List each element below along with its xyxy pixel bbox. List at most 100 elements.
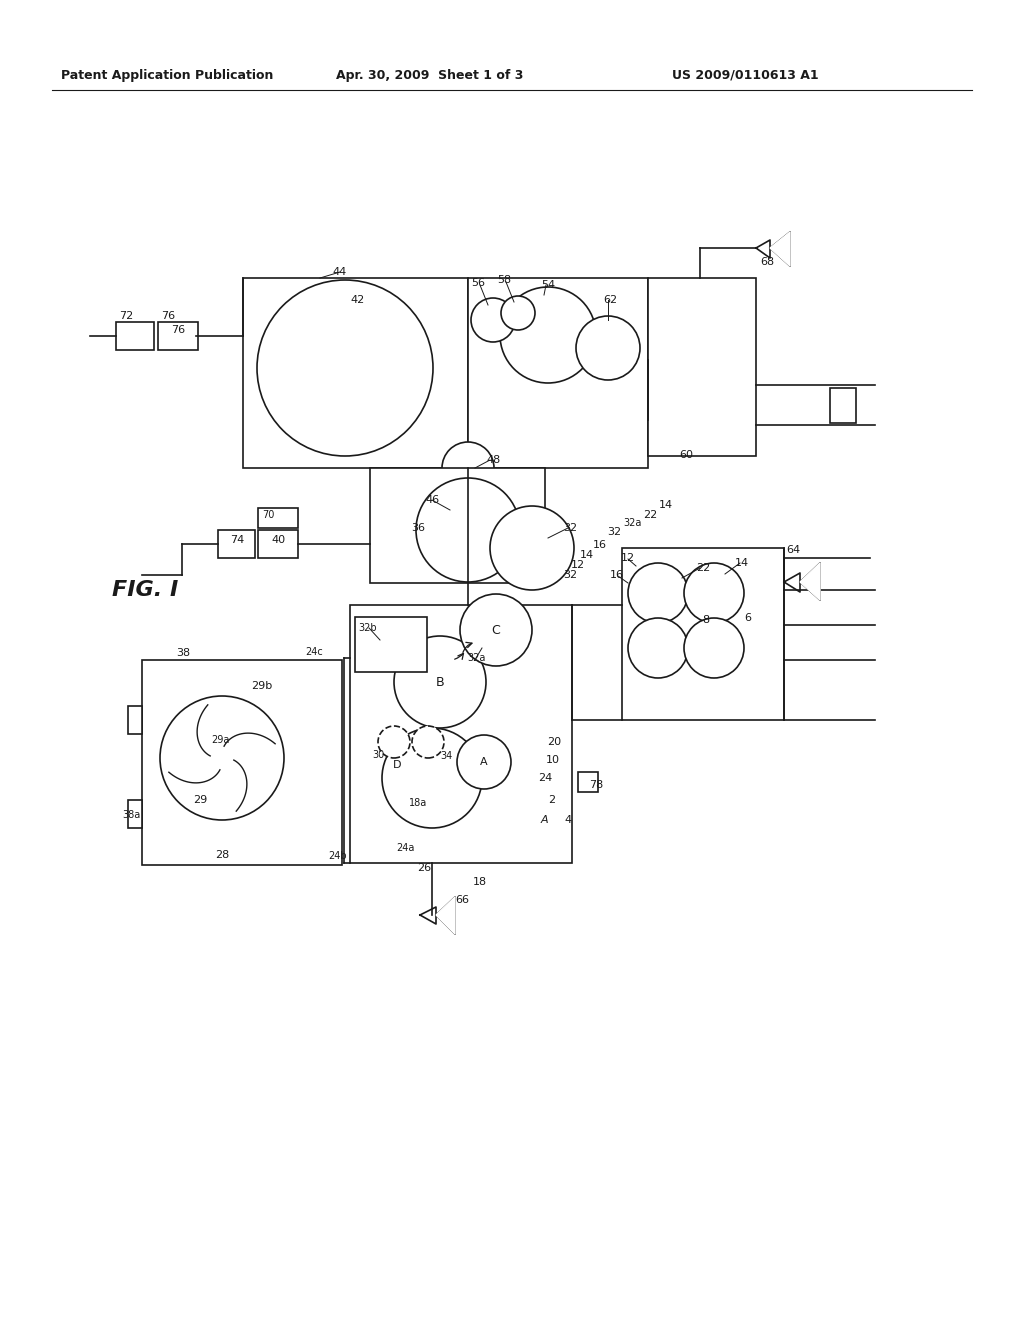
Text: 44: 44 (333, 267, 347, 277)
Bar (142, 660, 342, 865)
Text: 32: 32 (607, 527, 622, 537)
Text: 34: 34 (440, 751, 453, 762)
Text: 68: 68 (760, 257, 774, 267)
Text: 60: 60 (679, 450, 693, 459)
Text: 76: 76 (161, 312, 175, 321)
Bar (218, 531, 255, 558)
Text: FIG. I: FIG. I (112, 579, 178, 601)
Text: 32b: 32b (358, 623, 377, 634)
Text: 24c: 24c (305, 647, 323, 657)
Text: 66: 66 (455, 895, 469, 906)
Text: 14: 14 (735, 558, 750, 568)
Text: 32: 32 (563, 523, 578, 533)
Text: 22: 22 (643, 510, 657, 520)
Text: 16: 16 (610, 570, 624, 579)
Bar (468, 279, 648, 469)
Polygon shape (436, 898, 455, 935)
Circle shape (160, 696, 284, 820)
Text: 70: 70 (262, 510, 274, 520)
Text: 36: 36 (411, 523, 425, 533)
Circle shape (378, 726, 410, 758)
Text: 10: 10 (546, 755, 560, 766)
Text: 40: 40 (271, 535, 285, 545)
Text: 26: 26 (417, 863, 431, 873)
Text: 30: 30 (372, 750, 384, 760)
Circle shape (471, 298, 515, 342)
Text: 78: 78 (589, 780, 603, 789)
Text: 12: 12 (571, 560, 585, 570)
Text: US 2009/0110613 A1: US 2009/0110613 A1 (672, 69, 818, 82)
Bar (350, 605, 572, 863)
Circle shape (501, 296, 535, 330)
Circle shape (394, 636, 486, 729)
Text: 16: 16 (593, 540, 607, 550)
Bar (370, 469, 545, 583)
Text: A: A (480, 756, 487, 767)
Text: 32: 32 (563, 570, 578, 579)
Text: 24: 24 (538, 774, 552, 783)
Text: D: D (393, 760, 401, 770)
Text: 29a: 29a (211, 735, 229, 744)
Circle shape (382, 729, 482, 828)
Text: 18a: 18a (409, 799, 427, 808)
Text: 64: 64 (786, 545, 800, 554)
Bar (128, 706, 142, 734)
Bar (258, 531, 298, 558)
Circle shape (628, 564, 688, 623)
Text: 38a: 38a (122, 810, 140, 820)
Text: 58: 58 (497, 275, 511, 285)
Bar (578, 772, 598, 792)
Circle shape (490, 506, 574, 590)
Circle shape (575, 315, 640, 380)
Polygon shape (800, 564, 820, 601)
Circle shape (442, 442, 494, 494)
Bar (243, 279, 468, 469)
Bar (355, 616, 427, 672)
Circle shape (416, 478, 520, 582)
Bar (622, 548, 784, 719)
Circle shape (412, 726, 444, 758)
Bar (158, 322, 198, 350)
Text: 38: 38 (176, 648, 190, 657)
Text: 46: 46 (425, 495, 439, 506)
Text: 29b: 29b (251, 681, 272, 690)
Text: B: B (435, 676, 444, 689)
Polygon shape (770, 232, 790, 267)
Circle shape (457, 735, 511, 789)
Text: 12: 12 (621, 553, 635, 564)
Bar (128, 800, 142, 828)
Text: 42: 42 (351, 294, 366, 305)
Text: 28: 28 (215, 850, 229, 861)
Text: 2: 2 (549, 795, 556, 805)
Text: 20: 20 (547, 737, 561, 747)
Text: C: C (492, 623, 501, 636)
Circle shape (257, 280, 433, 455)
Text: 32a: 32a (467, 653, 485, 663)
Text: 48: 48 (486, 455, 501, 465)
Bar (258, 508, 298, 528)
Text: 14: 14 (658, 500, 673, 510)
Bar (116, 322, 154, 350)
Text: A: A (541, 814, 548, 825)
Text: 4: 4 (564, 814, 571, 825)
Text: 29: 29 (193, 795, 207, 805)
Text: 74: 74 (229, 535, 244, 545)
Text: 24a: 24a (396, 843, 414, 853)
Text: Apr. 30, 2009  Sheet 1 of 3: Apr. 30, 2009 Sheet 1 of 3 (336, 69, 523, 82)
Text: 8: 8 (702, 615, 710, 624)
Text: Patent Application Publication: Patent Application Publication (60, 69, 273, 82)
Circle shape (460, 594, 532, 667)
Text: 56: 56 (471, 279, 485, 288)
Text: 6: 6 (744, 612, 752, 623)
Text: 14: 14 (580, 550, 594, 560)
Text: 62: 62 (603, 294, 617, 305)
Bar (830, 388, 856, 422)
Text: 18: 18 (473, 876, 487, 887)
Bar (648, 279, 756, 455)
Text: 72: 72 (119, 312, 133, 321)
Circle shape (500, 286, 596, 383)
Text: 76: 76 (171, 325, 185, 335)
Text: 24b: 24b (329, 851, 347, 861)
Text: 54: 54 (541, 280, 555, 290)
Text: 22: 22 (696, 564, 710, 573)
